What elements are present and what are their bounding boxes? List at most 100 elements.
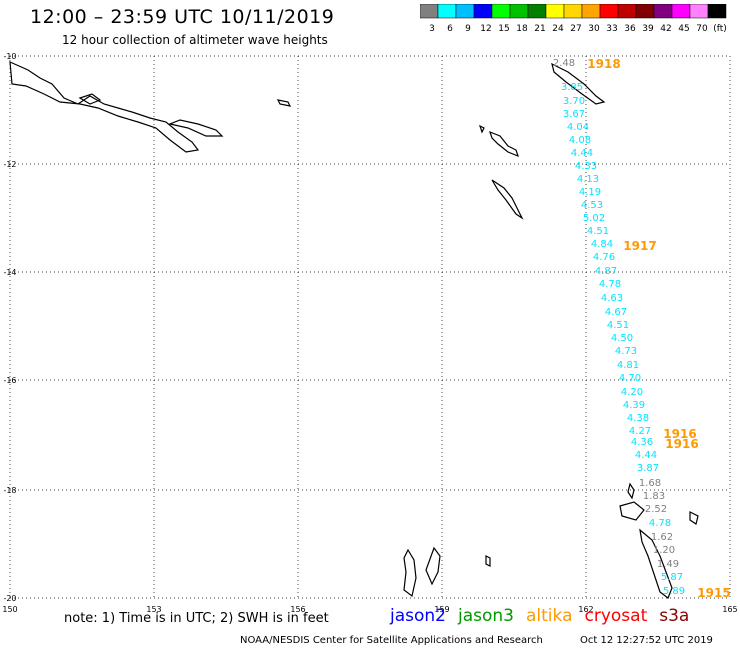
lon-label: 159	[434, 605, 449, 614]
units-note: note: 1) Time is in UTC; 2) SWH is in fe…	[64, 611, 329, 626]
track-value: 4.78	[649, 518, 671, 529]
colorbar-label: 39	[642, 24, 654, 34]
track-value: 4.81	[617, 360, 639, 371]
track-value: 4.51	[587, 226, 609, 237]
satellite-legend-cryosat: cryosat	[584, 606, 648, 626]
coastline-islet-a	[78, 93, 102, 105]
colorbar-label: 18	[516, 24, 528, 34]
colorbar-label: (ft)	[713, 24, 727, 34]
track-value: 1.49	[657, 559, 679, 570]
colorbar-label: 42	[660, 24, 671, 34]
colorbar-label: 70	[696, 24, 708, 34]
lat-label: -16	[3, 376, 16, 385]
lat-label: -10	[3, 52, 16, 61]
colorbar-swatch	[707, 4, 727, 19]
colorbar-label: 9	[465, 24, 471, 34]
colorbar-label: 21	[534, 24, 545, 34]
track-value: 4.13	[577, 174, 599, 185]
track-value: 1.68	[639, 478, 661, 489]
coastline-islet-f	[689, 511, 699, 525]
lat-lon-grid: -10 -12 -14 -16 -18 -20 150 153 156 159 162 165	[2, 52, 737, 614]
lon-label: 162	[578, 605, 593, 614]
track-value: 4.44	[571, 148, 593, 159]
track-hour-label: 1915	[697, 586, 730, 600]
altimeter-track: 2.48 3.85 3.70 3.67 4.04 4.08 4.44 4.33 4.13 4.19…	[553, 57, 731, 600]
coastline-new-caledonia-b	[425, 546, 441, 586]
track-value: 3.67	[563, 109, 585, 120]
satellite-legend-jason2: jason2	[390, 606, 446, 626]
track-value: 4.70	[619, 373, 641, 384]
coastline-islet-b	[276, 99, 292, 107]
lat-label: -18	[3, 486, 16, 495]
track-value: 4.50	[611, 333, 633, 344]
colorbar-label: 15	[498, 24, 509, 34]
track-value: 5.02	[583, 213, 605, 224]
track-value: 5.87	[661, 572, 683, 583]
track-value: 4.39	[623, 400, 645, 411]
track-value: 4.63	[601, 293, 623, 304]
track-value: 4.08	[569, 135, 591, 146]
satellite-legend-altika: altika	[526, 606, 573, 626]
track-hour-label: 1918	[587, 57, 620, 71]
track-value: 4.38	[627, 413, 649, 424]
track-value: 4.19	[579, 187, 601, 198]
lon-label: 153	[146, 605, 161, 614]
lat-label: -20	[3, 594, 16, 603]
colorbar-label: 33	[606, 24, 617, 34]
satellite-legend: jason2 jason3 altika cryosat s3a	[390, 606, 701, 626]
colorbar-label: 27	[570, 24, 581, 34]
track-value: 5.89	[663, 586, 685, 597]
map-title: 12:00 – 23:59 UTC 10/11/2019	[30, 6, 335, 28]
track-value: 4.73	[615, 346, 637, 357]
wave-height-colorbar: 3 6 9 12 15 18 21 24 27 30 33 36 39 42 45 70 (ft)	[420, 4, 727, 34]
track-value: 4.67	[605, 307, 627, 318]
track-value: 4.76	[593, 252, 615, 263]
track-value: 4.84	[591, 239, 613, 250]
coastline-guadalcanal	[491, 179, 524, 220]
lon-label: 150	[2, 605, 17, 614]
track-value: 2.52	[645, 504, 667, 515]
coastline-new-britain	[9, 61, 200, 153]
track-value: 4.87	[595, 266, 617, 277]
coastlines	[9, 61, 699, 599]
coastline-islet-e	[627, 482, 635, 500]
track-value: 4.53	[581, 200, 603, 211]
colorbar-label: 6	[447, 24, 453, 34]
coastline-malaita	[551, 62, 606, 105]
coastline-islet-d	[619, 501, 645, 521]
track-value: 4.78	[599, 279, 621, 290]
track-value: 4.27	[629, 426, 651, 437]
colorbar-label: 45	[678, 24, 689, 34]
colorbar-label: 36	[624, 24, 636, 34]
lon-label: 165	[722, 605, 737, 614]
track-value: 3.70	[563, 96, 585, 107]
coastline-bougainville	[167, 119, 224, 137]
lat-label: -14	[3, 268, 16, 277]
track-value: 1.83	[643, 491, 665, 502]
track-hour-label: 1916	[663, 427, 696, 441]
track-value: 1.20	[653, 545, 675, 556]
lat-label: -12	[3, 160, 16, 169]
colorbar-label: 3	[429, 24, 435, 34]
credit-text: NOAA/NESDIS Center for Satellite Applica…	[240, 635, 543, 646]
colorbar-label: 24	[552, 24, 564, 34]
coastline-new-caledonia-a	[403, 548, 417, 598]
track-value: 4.44	[635, 450, 657, 461]
coastline-islet-c	[478, 124, 485, 134]
track-value: 1.62	[651, 532, 673, 543]
track-value: 4.51	[607, 320, 629, 331]
track-value: 4.04	[567, 122, 589, 133]
track-value: 3.85	[561, 82, 583, 93]
track-value: 2.48	[553, 58, 575, 69]
coastline-santa-isabel	[489, 130, 519, 158]
map-subtitle: 12 hour collection of altimeter wave hei…	[62, 33, 328, 47]
track-value: 4.36	[631, 437, 653, 448]
track-value: 4.33	[575, 161, 597, 172]
track-value: 3.87	[637, 463, 659, 474]
track-hour-label: 1917	[623, 239, 656, 253]
coastline-vanuatu	[639, 528, 673, 599]
colorbar-label: 30	[588, 24, 600, 34]
track-hour-label: 1916	[665, 437, 698, 451]
timestamp-text: Oct 12 12:27:52 UTC 2019	[580, 635, 713, 646]
